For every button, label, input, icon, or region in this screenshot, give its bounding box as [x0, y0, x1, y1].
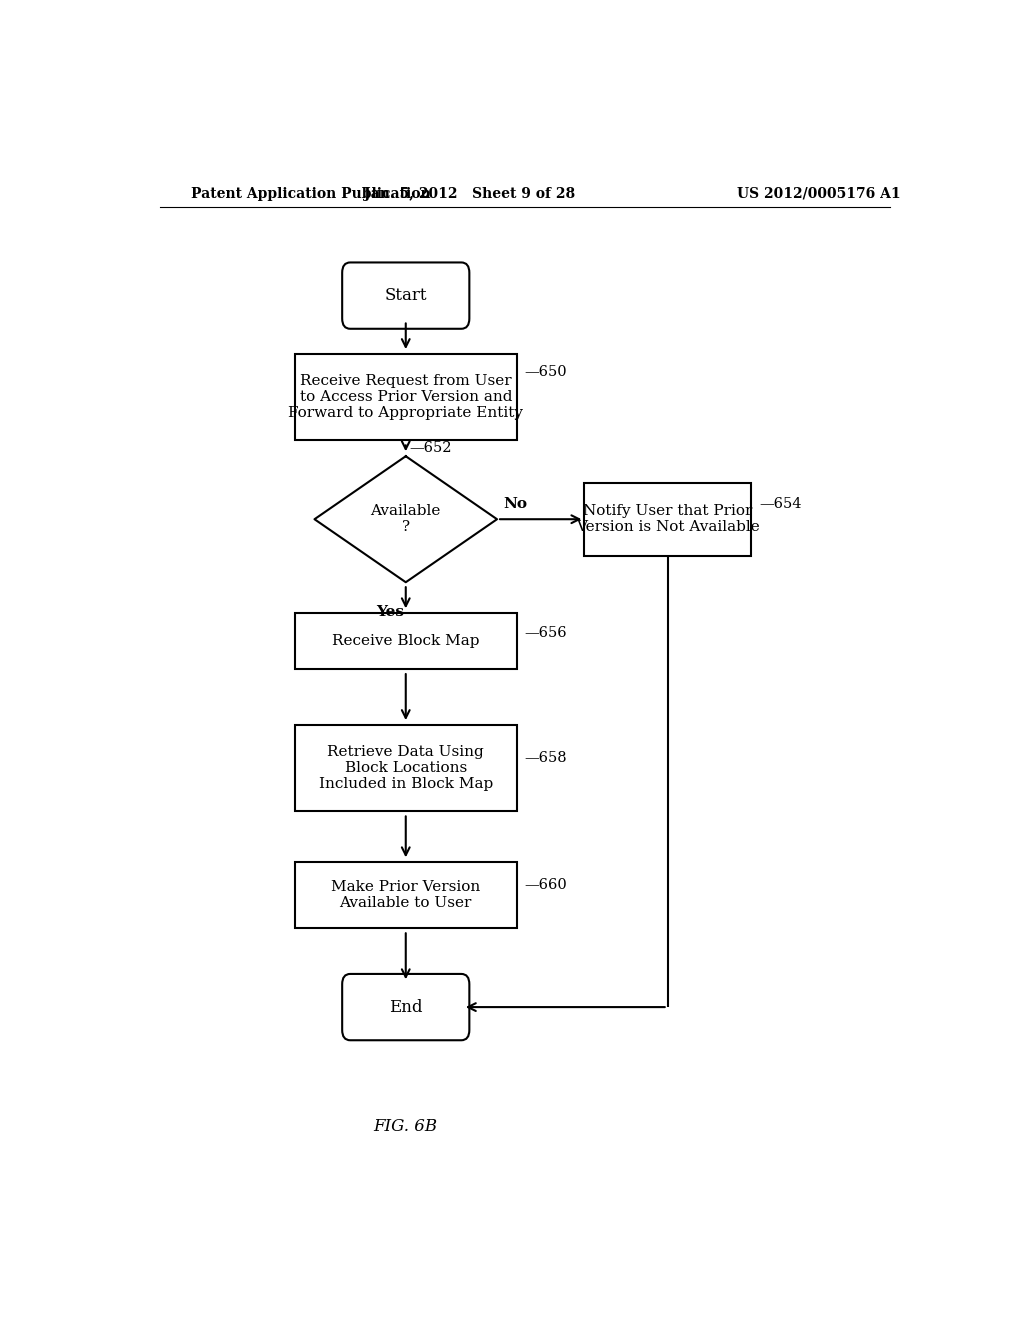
Text: Receive Request from User
to Access Prior Version and
Forward to Appropriate Ent: Receive Request from User to Access Prio…	[289, 374, 523, 421]
Text: —650: —650	[524, 364, 567, 379]
Text: FIG. 6B: FIG. 6B	[374, 1118, 438, 1134]
Text: —652: —652	[410, 441, 453, 455]
Text: —654: —654	[759, 496, 802, 511]
Text: Make Prior Version
Available to User: Make Prior Version Available to User	[331, 880, 480, 911]
Text: Yes: Yes	[376, 605, 403, 619]
Bar	[585, 483, 751, 556]
Bar	[295, 354, 517, 441]
Bar	[295, 862, 517, 928]
Text: —658: —658	[524, 751, 567, 766]
Text: US 2012/0005176 A1: US 2012/0005176 A1	[736, 187, 900, 201]
Text: End: End	[389, 999, 423, 1015]
Text: Start: Start	[384, 288, 427, 304]
Text: Notify User that Prior
Version is Not Available: Notify User that Prior Version is Not Av…	[575, 504, 760, 535]
FancyBboxPatch shape	[342, 974, 469, 1040]
Text: —656: —656	[524, 626, 567, 640]
Text: Receive Block Map: Receive Block Map	[332, 634, 479, 648]
Text: Available
?: Available ?	[371, 504, 441, 535]
Text: Retrieve Data Using
Block Locations
Included in Block Map: Retrieve Data Using Block Locations Incl…	[318, 744, 493, 792]
FancyBboxPatch shape	[342, 263, 469, 329]
Text: No: No	[504, 496, 527, 511]
Bar	[295, 614, 517, 669]
Bar	[295, 725, 517, 812]
Text: —660: —660	[524, 878, 567, 892]
Text: Jan. 5, 2012   Sheet 9 of 28: Jan. 5, 2012 Sheet 9 of 28	[364, 187, 574, 201]
Text: Patent Application Publication: Patent Application Publication	[191, 187, 431, 201]
